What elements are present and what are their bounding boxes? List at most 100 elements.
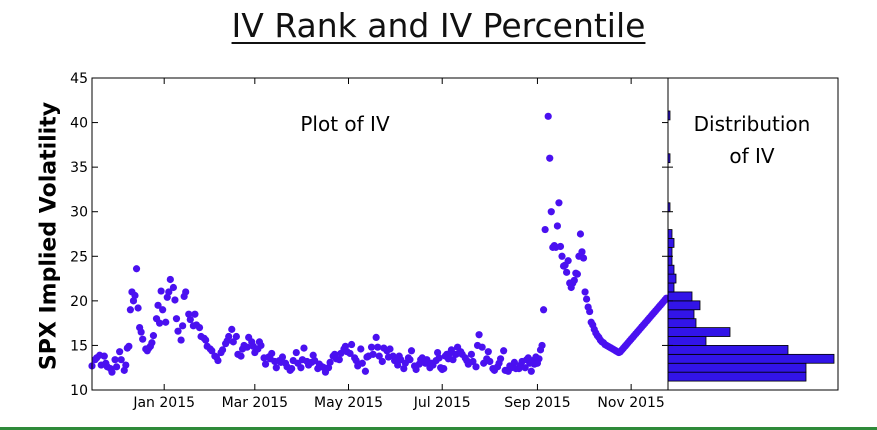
iv-point bbox=[467, 350, 475, 358]
histogram-bar bbox=[667, 371, 807, 382]
iv-point bbox=[378, 357, 386, 366]
iv-point bbox=[191, 310, 199, 318]
chart-title: IV Rank and IV Percentile bbox=[231, 6, 646, 45]
iv-point bbox=[174, 327, 182, 335]
iv-point bbox=[546, 154, 554, 162]
histogram-bar bbox=[667, 327, 731, 337]
iv-point bbox=[288, 365, 296, 373]
iv-point bbox=[564, 257, 572, 265]
iv-point bbox=[449, 356, 457, 364]
x-tick-label: Jan 2015 bbox=[132, 395, 195, 411]
iv-point bbox=[406, 356, 414, 364]
y-tick-label: 25 bbox=[70, 249, 88, 265]
histogram-bar bbox=[667, 300, 701, 311]
iv-point bbox=[225, 332, 233, 341]
iv-point bbox=[346, 349, 354, 358]
iv-point bbox=[527, 367, 535, 375]
x-tick-label: May 2015 bbox=[314, 395, 383, 411]
iv-point bbox=[202, 336, 210, 344]
iv-point bbox=[375, 352, 383, 360]
iv-point bbox=[347, 340, 356, 349]
iv-point bbox=[139, 335, 147, 343]
histogram-bar bbox=[667, 246, 673, 257]
iv-point bbox=[237, 352, 245, 360]
iv-point bbox=[154, 301, 162, 309]
iv-point bbox=[166, 275, 174, 284]
iv-point bbox=[297, 364, 305, 372]
iv-point bbox=[257, 341, 265, 350]
iv-point bbox=[367, 343, 376, 351]
x-tick-label: Nov 2015 bbox=[597, 395, 664, 411]
iv-point bbox=[570, 276, 578, 284]
iv-point bbox=[573, 270, 581, 278]
iv-point bbox=[186, 315, 194, 324]
histogram-bar bbox=[667, 229, 673, 239]
iv-point bbox=[581, 288, 589, 296]
histogram-annotation-line-2: of IV bbox=[729, 144, 775, 168]
iv-point bbox=[228, 325, 236, 333]
iv-point bbox=[268, 349, 276, 358]
iv-point bbox=[100, 352, 108, 360]
iv-point bbox=[116, 348, 124, 356]
histogram-bar bbox=[667, 255, 673, 266]
histogram-bars bbox=[667, 110, 835, 382]
iv-point bbox=[544, 112, 552, 120]
iv-point bbox=[478, 343, 486, 351]
iv-point bbox=[157, 287, 165, 295]
iv-point bbox=[111, 356, 119, 364]
histogram-bar bbox=[667, 264, 675, 275]
histogram-plot-frame bbox=[667, 77, 839, 391]
iv-point bbox=[541, 225, 549, 234]
iv-point bbox=[195, 324, 204, 332]
iv-point bbox=[394, 361, 402, 369]
iv-point bbox=[369, 350, 377, 358]
iv-point bbox=[243, 343, 251, 351]
histogram-bar bbox=[667, 291, 693, 302]
iv-point bbox=[555, 199, 563, 207]
iv-point bbox=[326, 358, 334, 366]
iv-point bbox=[496, 355, 505, 363]
iv-point bbox=[579, 254, 588, 262]
histogram-bar bbox=[667, 309, 695, 320]
iv-point bbox=[149, 332, 158, 340]
x-tick-label: Jul 2015 bbox=[413, 395, 471, 411]
iv-point bbox=[484, 348, 492, 356]
iv-point bbox=[214, 356, 222, 365]
iv-point bbox=[117, 356, 125, 364]
iv-point bbox=[440, 365, 448, 373]
x-tick-label: Mar 2015 bbox=[222, 395, 289, 411]
scatter-annotation: Plot of IV bbox=[300, 112, 390, 136]
iv-point bbox=[469, 357, 477, 366]
scatter-points bbox=[88, 112, 671, 376]
iv-point bbox=[182, 288, 190, 296]
scatter-ticks: 10 15 20 25 30 35 40 45 Jan 2015 Mar 2015 May 2015… bbox=[70, 71, 668, 411]
iv-point bbox=[547, 208, 555, 216]
iv-point bbox=[112, 363, 121, 371]
iv-point bbox=[165, 288, 173, 296]
iv-point bbox=[553, 222, 562, 230]
iv-point bbox=[576, 230, 585, 238]
iv-point bbox=[162, 318, 170, 326]
iv-point bbox=[159, 306, 167, 314]
iv-point bbox=[407, 347, 416, 355]
iv-point bbox=[582, 295, 591, 303]
histogram-bar bbox=[667, 238, 675, 248]
y-tick-label: 10 bbox=[70, 383, 88, 399]
iv-point bbox=[563, 268, 571, 276]
y-tick-label: 40 bbox=[70, 116, 88, 132]
iv-point bbox=[475, 331, 483, 339]
iv-point bbox=[292, 348, 300, 357]
iv-point bbox=[108, 368, 116, 376]
iv-point bbox=[510, 358, 518, 366]
iv-point bbox=[300, 344, 308, 352]
iv-point bbox=[148, 339, 156, 347]
iv-point bbox=[126, 306, 134, 314]
y-tick-label: 15 bbox=[70, 338, 88, 354]
y-tick-label: 35 bbox=[70, 160, 88, 176]
iv-point bbox=[539, 306, 548, 314]
histogram-bar bbox=[667, 362, 807, 373]
y-tick-label: 20 bbox=[70, 294, 88, 310]
histogram-bar bbox=[667, 353, 835, 364]
x-tick-label: Sep 2015 bbox=[504, 395, 570, 411]
